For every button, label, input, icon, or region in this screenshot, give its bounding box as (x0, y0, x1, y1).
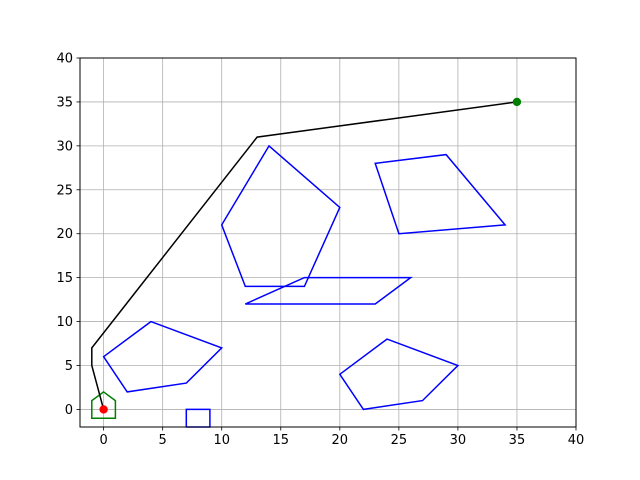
x-tick-label: 40 (568, 433, 585, 448)
y-tick-label: 10 (56, 315, 73, 330)
robot-footprint (91, 390, 117, 419)
obstacle-pentagon-left (102, 320, 224, 393)
goal-marker (512, 97, 522, 107)
path (91, 101, 518, 410)
x-tick-label: 30 (450, 433, 467, 448)
path-line (91, 101, 518, 410)
plot-frame (79, 57, 577, 428)
x-tick-label: 25 (391, 433, 408, 448)
y-tick-label: 0 (65, 403, 73, 418)
ticks: 0 5 10 15 20 25 30 35 40 0 5 10 15 20 25 30 35 40 (56, 52, 584, 449)
y-tick-label: 25 (56, 183, 73, 198)
obstacle-quad-right (374, 153, 507, 235)
x-tick-label: 5 (159, 433, 167, 448)
obstacle-pentagon-center (220, 144, 341, 288)
obstacle-parallelogram (244, 276, 413, 305)
obstacle-pentagon-bottom-right (338, 338, 460, 411)
y-tick-label: 35 (56, 95, 73, 110)
robot (91, 390, 117, 419)
y-tick-label: 5 (65, 359, 73, 374)
markers (99, 97, 522, 414)
x-tick-label: 20 (332, 433, 349, 448)
x-tick-label: 0 (99, 433, 107, 448)
x-tick-label: 15 (272, 433, 289, 448)
plot-area (80, 58, 576, 427)
x-tick-label: 35 (509, 433, 526, 448)
y-tick-label: 30 (56, 139, 73, 154)
start-marker (99, 405, 108, 414)
y-tick-label: 20 (56, 227, 73, 242)
y-tick-label: 40 (56, 52, 73, 67)
y-tick-label: 15 (56, 271, 73, 286)
x-tick-label: 10 (213, 433, 230, 448)
